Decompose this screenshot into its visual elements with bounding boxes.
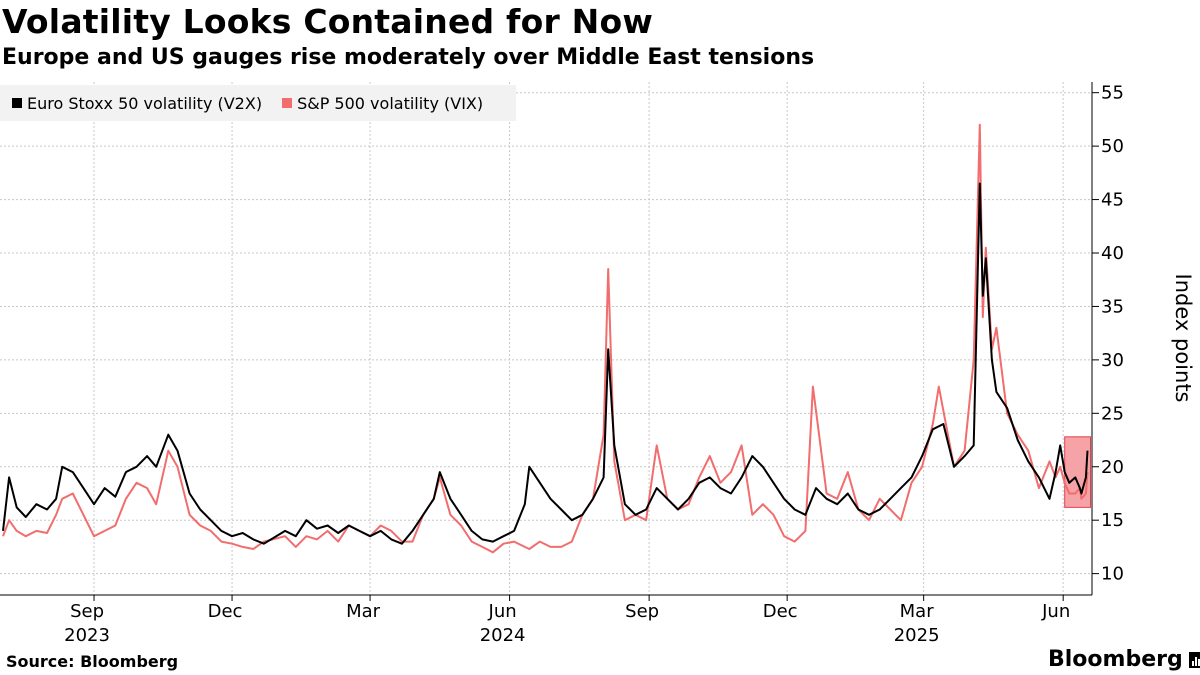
legend-swatch-vix (282, 98, 293, 108)
y-tick-label-15: 15 (1101, 510, 1124, 531)
x-tick-label-7: Jun (1041, 601, 1070, 622)
legend-label-vix: S&P 500 volatility (VIX) (297, 93, 484, 113)
x-tick-label-4: Sep (625, 601, 659, 622)
x-tick-label-5: Dec (763, 601, 798, 622)
x-tick-label-6: Mar (900, 601, 935, 622)
y-tick-label-10: 10 (1101, 564, 1124, 585)
chart-title: Volatility Looks Contained for Now (2, 2, 654, 41)
legend-item-vix: S&P 500 volatility (VIX) (282, 94, 483, 113)
legend-item-v2x: Euro Stoxx 50 volatility (V2X) (12, 94, 262, 113)
y-tick-label-25: 25 (1101, 403, 1124, 424)
y-tick-label-20: 20 (1101, 457, 1124, 478)
series-line-v2x (2, 182, 1089, 545)
y-tick-label-55: 55 (1101, 83, 1124, 104)
y-axis-title: Index points (1171, 274, 1195, 403)
y-tick-label-50: 50 (1101, 136, 1124, 157)
source-note: Source: Bloomberg (6, 652, 179, 671)
legend-swatch-v2x (12, 98, 22, 108)
x-year-label-2025: 2025 (894, 625, 940, 646)
grid-lines (0, 82, 1092, 595)
legend: Euro Stoxx 50 volatility (V2X) S&P 500 v… (0, 85, 516, 121)
chart-subtitle: Europe and US gauges rise moderately ove… (2, 45, 815, 70)
series-line-vix (2, 123, 1089, 554)
x-year-label-2024: 2024 (480, 625, 526, 646)
bloomberg-chart-icon (1188, 651, 1200, 668)
x-tick-label-0: Sep (70, 601, 104, 622)
brand-text: Bloomberg (1048, 647, 1183, 672)
x-tick-label-2: Mar (346, 601, 381, 622)
legend-label-v2x: Euro Stoxx 50 volatility (V2X) (27, 93, 263, 113)
x-year-label-2023: 2023 (64, 625, 110, 646)
y-tick-label-45: 45 (1101, 190, 1124, 211)
y-tick-label-30: 30 (1101, 350, 1124, 371)
series-lines (2, 123, 1089, 554)
x-tick-label-3: Jun (488, 601, 517, 622)
y-tick-label-35: 35 (1101, 296, 1124, 317)
y-tick-label-40: 40 (1101, 243, 1124, 264)
x-tick-label-1: Dec (208, 601, 243, 622)
bloomberg-logo: Bloomberg (1048, 647, 1200, 672)
